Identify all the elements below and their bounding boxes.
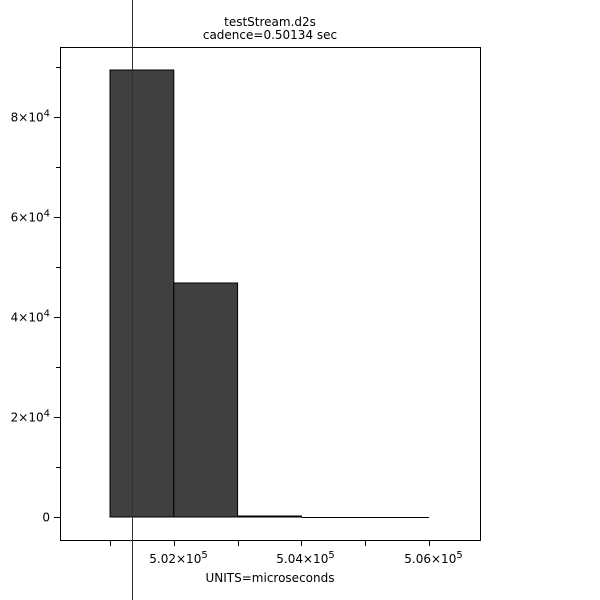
y-tick-label-0: 0 (42, 511, 50, 525)
y-tick-label-3: 6×104 (11, 209, 50, 225)
y-tick-label-2: 4×104 (11, 309, 50, 325)
x-tick-label-3: 5.04×105 (276, 550, 334, 566)
plot-frame (60, 47, 481, 541)
y-tick-label-4: 8×104 (11, 109, 50, 125)
x-axis-label: UNITS=microseconds (206, 571, 335, 585)
histogram-bar-1 (173, 282, 239, 518)
x-tick-label-1: 5.02×105 (149, 550, 207, 566)
x-tick-label-5: 5.06×105 (404, 550, 462, 566)
chart-subtitle: cadence=0.50134 sec (203, 28, 337, 42)
histogram-bar-0 (109, 69, 175, 518)
histogram-bar-2 (237, 515, 302, 518)
chart-title: testStream.d2s (224, 15, 316, 29)
y-tick-label-1: 2×104 (11, 409, 50, 425)
